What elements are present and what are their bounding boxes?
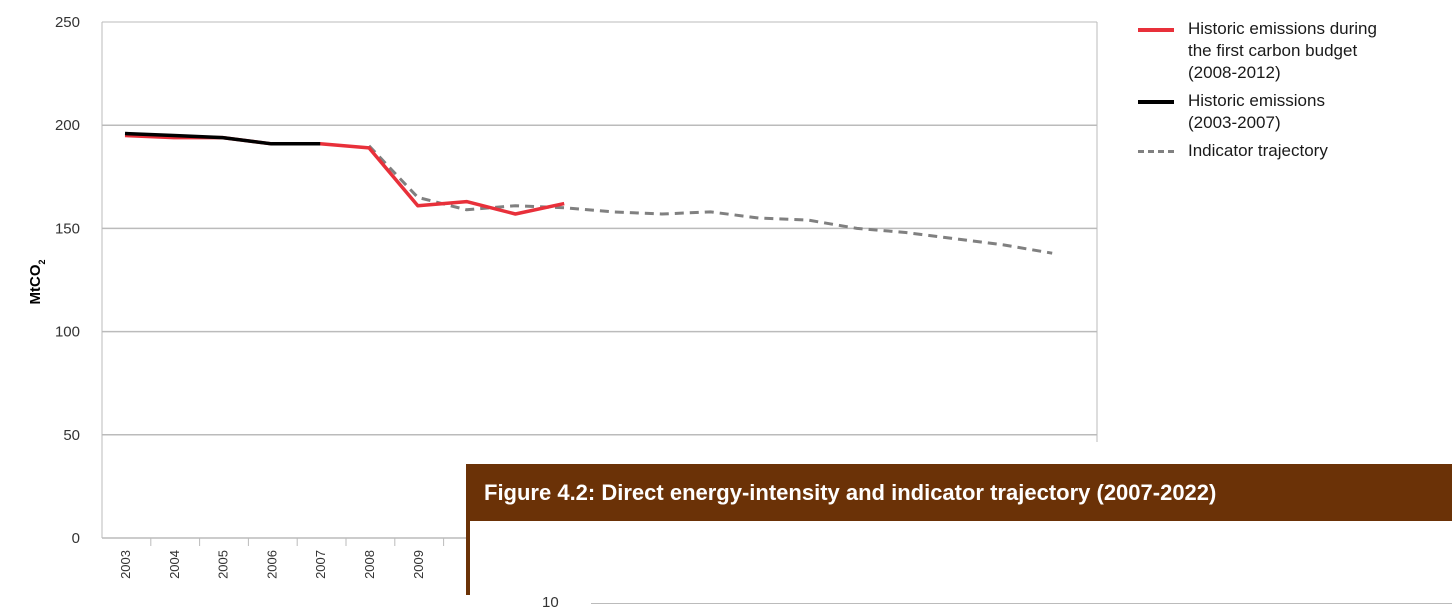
x-tick-2008: 2008 <box>362 550 377 579</box>
x-tick-2009: 2009 <box>411 550 426 579</box>
y-tick-0: 0 <box>72 530 80 547</box>
figure-4-2-chart: 10 <box>466 521 1452 611</box>
legend-label-indicator: Indicator trajectory <box>1188 141 1328 160</box>
figure-4-2-frame <box>466 521 470 595</box>
series-lines <box>124 131 1053 255</box>
legend-item-dashed: Indicator trajectory <box>1138 140 1452 162</box>
legend-label-historic-budget: Historic emissions during the first carb… <box>1188 19 1377 82</box>
figure-4-2-title: Figure 4.2: Direct energy-intensity and … <box>466 464 1452 521</box>
gridlines <box>101 21 1098 546</box>
figure-4-2-gridline <box>591 603 1452 604</box>
y-tick-100: 100 <box>55 324 80 341</box>
x-tick-2005: 2005 <box>216 550 231 579</box>
x-tick-2006: 2006 <box>264 550 279 579</box>
y-tick-200: 200 <box>55 117 80 134</box>
emissions-chart: 0 50 100 150 200 250 2003 2004 2005 2006 2007 2008… <box>27 14 1098 579</box>
x-tick-2007: 2007 <box>313 550 328 579</box>
y-tick-250: 250 <box>55 14 80 31</box>
chart-legend: Historic emissions during the first carb… <box>1138 18 1452 168</box>
x-tick-2004: 2004 <box>167 550 182 579</box>
y-tick-labels: 0 50 100 150 200 250 <box>55 14 80 547</box>
legend-swatch-dashed <box>1138 140 1174 162</box>
legend-swatch-black <box>1138 90 1174 112</box>
series-line-0 <box>124 133 565 216</box>
legend-item-red: Historic emissions during the first carb… <box>1138 18 1452 84</box>
x-tick-2003: 2003 <box>118 550 133 579</box>
figure-4-2-title-text: Figure 4.2: Direct energy-intensity and … <box>484 479 1217 505</box>
series-line-1 <box>124 131 321 146</box>
legend-label-historic: Historic emissions (2003-2007) <box>1188 91 1325 132</box>
y-axis-label: MtCO2 <box>27 259 47 304</box>
x-tick-labels: 2003 2004 2005 2006 2007 2008 2009 <box>118 550 426 579</box>
legend-swatch-red <box>1138 18 1174 40</box>
legend-item-black: Historic emissions (2003-2007) <box>1138 90 1452 134</box>
y-tick-150: 150 <box>55 220 80 237</box>
y-tick-50: 50 <box>63 427 80 444</box>
figure-4-2-y-tick: 10 <box>542 594 559 611</box>
series-line-2 <box>367 144 1053 255</box>
